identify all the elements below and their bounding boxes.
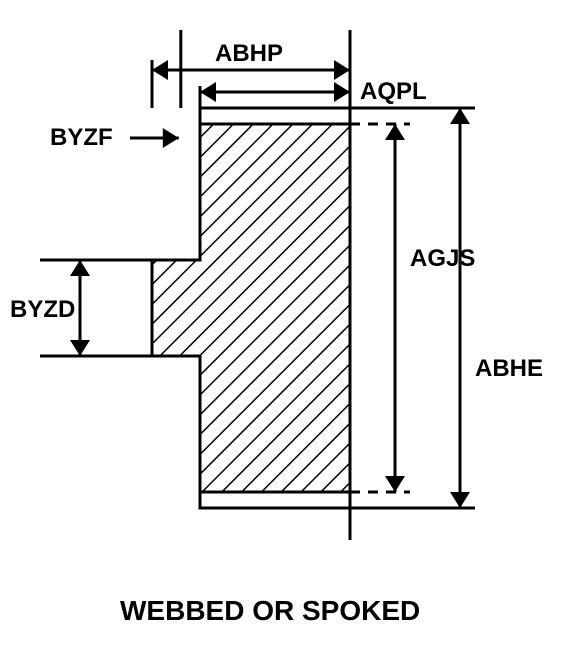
label-abhp: ABHP — [215, 40, 283, 68]
label-agjs: AGJS — [410, 245, 475, 273]
label-byzd: BYZD — [10, 296, 75, 324]
label-abhe: ABHE — [475, 355, 543, 383]
engineering-diagram — [0, 0, 570, 660]
label-aqpl: AQPL — [360, 78, 427, 106]
label-byzf: BYZF — [50, 124, 113, 152]
caption: WEBBED OR SPOKED — [120, 595, 420, 627]
